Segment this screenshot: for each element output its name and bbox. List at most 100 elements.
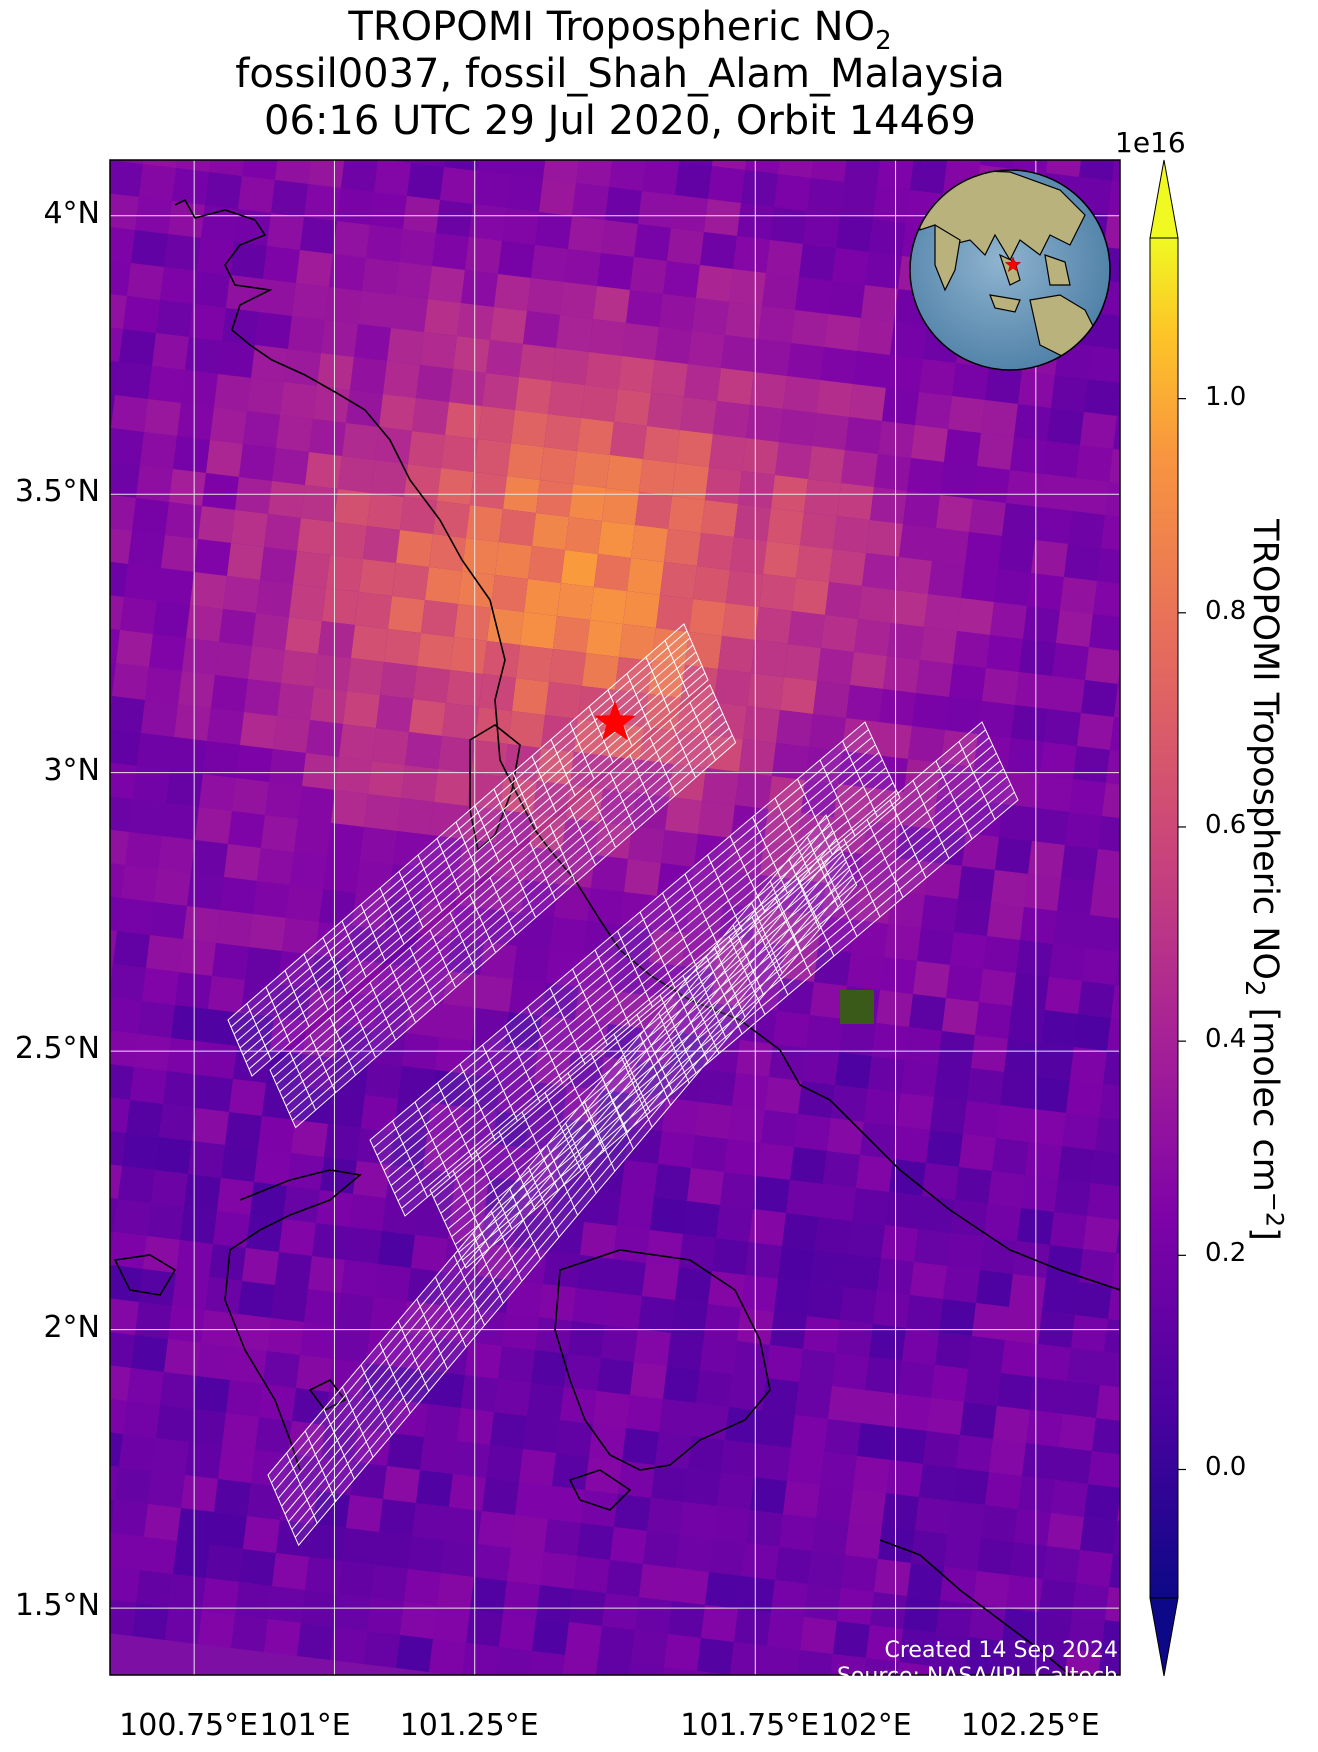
no2-pixel (395, 262, 432, 299)
no2-pixel (219, 609, 256, 646)
no2-pixel (548, 381, 585, 418)
no2-pixel (708, 1271, 745, 1308)
swath-grid-line (462, 791, 1015, 1261)
no2-pixel (758, 306, 795, 343)
no2-pixel (148, 1471, 185, 1508)
no2-pixel (989, 1439, 1026, 1476)
swath-grid-line (447, 760, 1001, 1230)
no2-pixel (416, 365, 453, 402)
no2-pixel (110, 997, 142, 1034)
no2-pixel (457, 303, 494, 340)
no2-pixel (469, 204, 506, 241)
no2-pixel (709, 1539, 746, 1576)
no2-pixel (158, 836, 195, 873)
no2-pixel (0, 1084, 31, 1121)
no2-pixel (0, 1484, 16, 1521)
no2-pixel (10, 952, 47, 989)
no2-pixel (628, 826, 665, 863)
no2-pixel (1075, 1282, 1112, 1319)
no2-pixel (235, 477, 272, 514)
no2-pixel (1092, 313, 1120, 350)
no2-pixel (610, 422, 647, 459)
no2-pixel (850, 652, 887, 689)
no2-pixel (733, 1341, 770, 1378)
no2-pixel (629, 1663, 664, 1675)
no2-pixel (765, 1077, 802, 1114)
no2-pixel (337, 1293, 374, 1330)
no2-pixel (415, 97, 452, 134)
no2-pixel (548, 1486, 585, 1523)
no2-pixel (239, 444, 276, 481)
no2-pixel (189, 1409, 226, 1446)
no2-pixel (114, 94, 151, 131)
no2-pixel (1083, 1216, 1120, 1253)
no2-pixel (164, 234, 201, 271)
no2-pixel (897, 1662, 932, 1675)
no2-pixel (304, 184, 341, 221)
swath-grid-line (451, 768, 1004, 1238)
no2-pixel (238, 1281, 275, 1318)
no2-pixel (913, 961, 950, 998)
no2-pixel (1062, 8, 1099, 45)
no2-pixel (749, 1209, 786, 1246)
no2-pixel (836, 1320, 873, 1357)
no2-pixel (192, 3, 229, 40)
no2-pixel (763, 1646, 800, 1675)
no2-pixel (804, 1584, 841, 1621)
no2-pixel (864, 0, 901, 21)
no2-pixel (187, 873, 224, 910)
no2-pixel (1204, 494, 1241, 531)
no2-pixel (423, 31, 460, 68)
no2-pixel (963, 0, 1000, 33)
no2-pixel (173, 436, 210, 473)
no2-pixel (544, 1519, 581, 1556)
no2-pixel (1084, 379, 1120, 416)
no2-pixel (588, 51, 625, 88)
no2-pixel (125, 832, 162, 869)
no2-pixel (449, 369, 486, 406)
no2-pixel (206, 440, 243, 477)
no2-pixel (860, 1122, 897, 1159)
no2-pixel (437, 468, 474, 505)
no2-pixel (803, 1316, 840, 1353)
no2-pixel (720, 67, 757, 104)
no2-pixel (365, 1062, 402, 1099)
no2-pixel (382, 1198, 419, 1235)
no2-pixel (889, 54, 926, 91)
no2-pixel (819, 79, 856, 116)
no2-pixel (853, 1456, 890, 1493)
swath-grid-line (639, 1034, 672, 1106)
colorbar-exponent: 1e16 (1115, 126, 1186, 159)
no2-pixel (602, 488, 639, 525)
no2-pixel (532, 1618, 569, 1655)
no2-pixel (852, 1188, 889, 1225)
no2-pixel (772, 743, 809, 780)
no2-pixel (341, 1260, 378, 1297)
no2-pixel (216, 910, 253, 947)
no2-pixel (147, 1203, 184, 1240)
swath-grid-line (291, 869, 851, 1530)
no2-pixel (171, 1005, 208, 1042)
no2-pixel (172, 1273, 209, 1310)
no2-pixel (156, 1405, 193, 1442)
no2-pixel (786, 1180, 823, 1217)
no2-pixel (1049, 944, 1086, 981)
no2-pixel (253, 881, 290, 918)
no2-pixel (578, 686, 615, 723)
no2-pixel (239, 1549, 276, 1586)
no2-pixel (1035, 507, 1072, 544)
rupat-island (554, 1249, 771, 1471)
no2-pixel (529, 814, 566, 851)
no2-pixel (499, 509, 536, 546)
colorbar-label: TROPOMI Tropospheric NO2 [molec cm−2] (1239, 519, 1289, 1241)
no2-pixel (321, 320, 358, 357)
no2-pixel (1047, 1513, 1084, 1550)
no2-pixel (798, 1081, 835, 1118)
no2-pixel (338, 1561, 375, 1598)
no2-pixel (159, 1104, 196, 1141)
no2-pixel (810, 982, 847, 1019)
no2-pixel (111, 395, 148, 432)
no2-pixel (436, 200, 473, 237)
no2-pixel (431, 0, 468, 2)
no2-pixel (832, 248, 869, 285)
